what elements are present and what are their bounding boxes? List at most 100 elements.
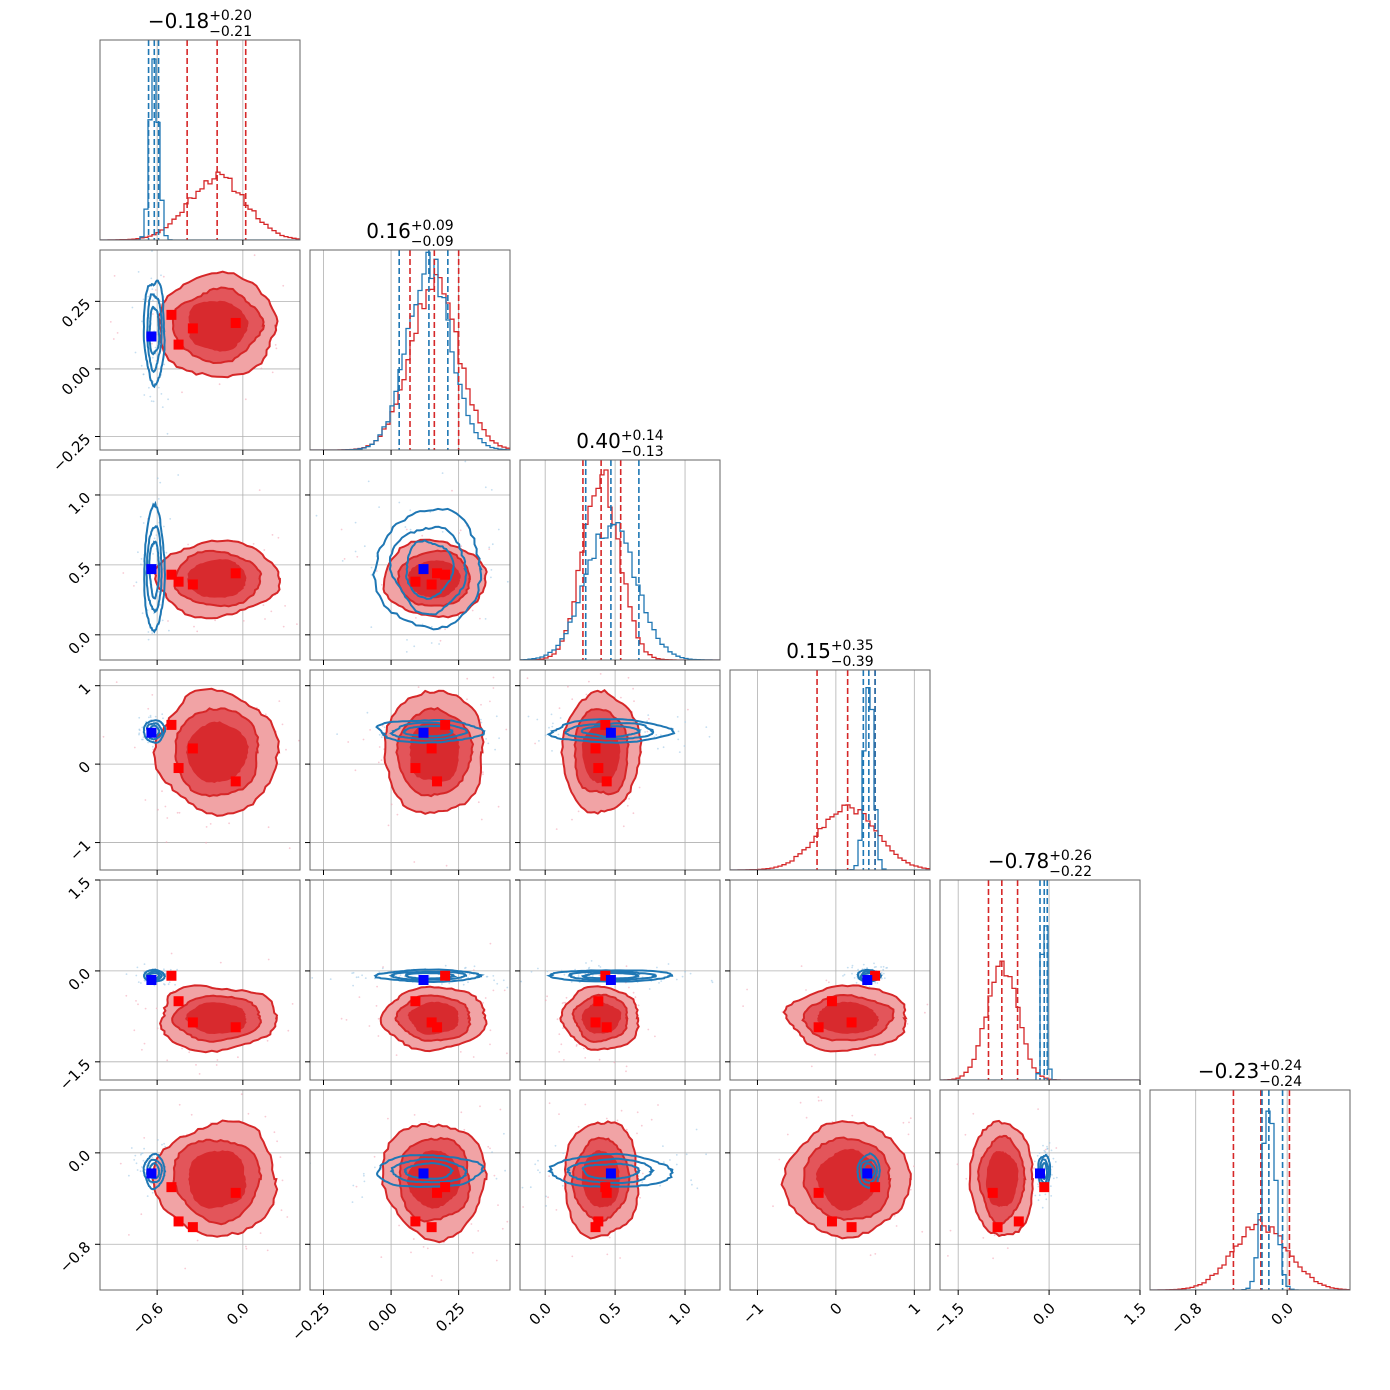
- sample-point: [413, 645, 416, 648]
- sample-point: [492, 676, 495, 679]
- sample-point: [536, 718, 539, 721]
- sample-point: [387, 1117, 389, 1120]
- truth-marker-red-2: [601, 1187, 612, 1198]
- sample-point: [156, 477, 159, 480]
- panel-1-1: 0.16+0.09 −0.09: [309, 218, 511, 455]
- panel-5-1: −0.25 0.00 0.25: [288, 1089, 511, 1344]
- sample-point: [133, 1029, 136, 1032]
- sample-point: [654, 1035, 656, 1038]
- sample-point: [195, 1064, 197, 1066]
- sample-point: [352, 1184, 355, 1187]
- sample-point: [982, 1237, 985, 1239]
- hist-red: [1150, 1219, 1350, 1290]
- panel-2-2: 0.40+0.14 −0.13: [519, 428, 721, 665]
- sample-point: [696, 1187, 699, 1190]
- sample-point: [150, 1182, 153, 1185]
- sample-point: [287, 1029, 290, 1032]
- panel-3-2: [515, 669, 721, 875]
- y-tick-label: 0.0: [65, 628, 95, 658]
- sample-point: [506, 986, 509, 989]
- sample-point: [1046, 1145, 1048, 1148]
- truth-marker-red-2: [601, 776, 612, 787]
- sample-point: [271, 371, 274, 374]
- hist-blue: [1150, 1110, 1350, 1290]
- contour-blue-1: [859, 1158, 879, 1184]
- sample-point: [482, 1001, 484, 1004]
- sample-point: [444, 628, 446, 631]
- sample-point: [282, 625, 285, 628]
- sample-point: [772, 1205, 774, 1208]
- y-tick-label: 1: [75, 679, 94, 698]
- sample-point: [219, 961, 222, 964]
- truth-marker-blue: [605, 1168, 616, 1179]
- sample-point: [163, 983, 165, 985]
- sample-point: [472, 1056, 475, 1058]
- sample-point: [634, 996, 637, 999]
- sample-point: [488, 548, 491, 550]
- panel-frame: [309, 879, 511, 1081]
- sample-point: [560, 1043, 563, 1046]
- sample-point: [590, 960, 593, 962]
- sample-point: [684, 721, 687, 723]
- truth-marker-blue: [418, 1168, 429, 1179]
- sample-point: [1054, 1161, 1057, 1163]
- sample-point: [399, 974, 402, 976]
- contour-red-inner: [188, 300, 249, 352]
- truth-marker-red-2: [813, 1022, 824, 1033]
- sample-point: [506, 580, 509, 583]
- sample-point: [361, 974, 363, 977]
- truth-marker-red-0: [600, 970, 611, 981]
- sample-point: [495, 715, 498, 718]
- y-tick-label: 0.5: [65, 559, 95, 589]
- sample-point: [677, 730, 680, 733]
- sample-point: [168, 981, 171, 984]
- sample-point: [711, 981, 714, 984]
- sample-point: [398, 1224, 400, 1227]
- sample-point: [159, 481, 162, 484]
- sample-point: [622, 1064, 624, 1066]
- sample-point: [1055, 1176, 1058, 1179]
- sample-point: [608, 1236, 611, 1239]
- sample-point: [343, 558, 346, 560]
- sample-point: [112, 338, 115, 340]
- sample-point: [886, 966, 888, 969]
- sample-point: [404, 526, 407, 528]
- sample-point: [1038, 1152, 1041, 1154]
- sample-point: [266, 1039, 269, 1042]
- sample-point: [488, 980, 490, 982]
- y-tick-label: 0.25: [58, 295, 94, 331]
- sample-point: [134, 1154, 137, 1157]
- sample-point: [496, 982, 499, 985]
- sample-point: [166, 432, 169, 435]
- sample-point: [687, 708, 689, 711]
- contour-blue-1: [567, 970, 657, 982]
- sample-point: [477, 801, 480, 804]
- sample-point: [1044, 1193, 1047, 1196]
- sample-point: [964, 1133, 967, 1136]
- truth-marker-red-1: [590, 743, 601, 754]
- sample-point: [390, 803, 393, 806]
- title: 0.16+0.09 −0.09: [366, 218, 453, 250]
- x-tick-label: −0.6: [129, 1299, 167, 1337]
- sample-point: [786, 1133, 789, 1136]
- sample-point: [370, 574, 373, 576]
- truth-marker-red-3: [826, 996, 837, 1007]
- sample-point: [146, 1195, 149, 1197]
- y-tick-label: 1.5: [65, 874, 95, 904]
- sample-point: [548, 726, 550, 729]
- sample-point: [245, 1245, 247, 1248]
- sample-point: [267, 826, 270, 829]
- truth-marker-blue: [146, 727, 157, 738]
- sample-point: [394, 692, 396, 694]
- sample-point: [1045, 1198, 1048, 1201]
- sample-point: [656, 966, 658, 969]
- sample-point: [484, 618, 487, 620]
- panel-4-0: −1.5 0.0 1.5: [56, 874, 301, 1094]
- sample-point: [378, 971, 381, 973]
- sample-point: [491, 1151, 493, 1153]
- sample-point: [135, 974, 138, 977]
- sample-point: [506, 1199, 508, 1201]
- sample-point: [380, 1256, 383, 1258]
- x-tick-label: 0.5: [595, 1299, 625, 1329]
- contour-red-inner: [815, 1148, 879, 1211]
